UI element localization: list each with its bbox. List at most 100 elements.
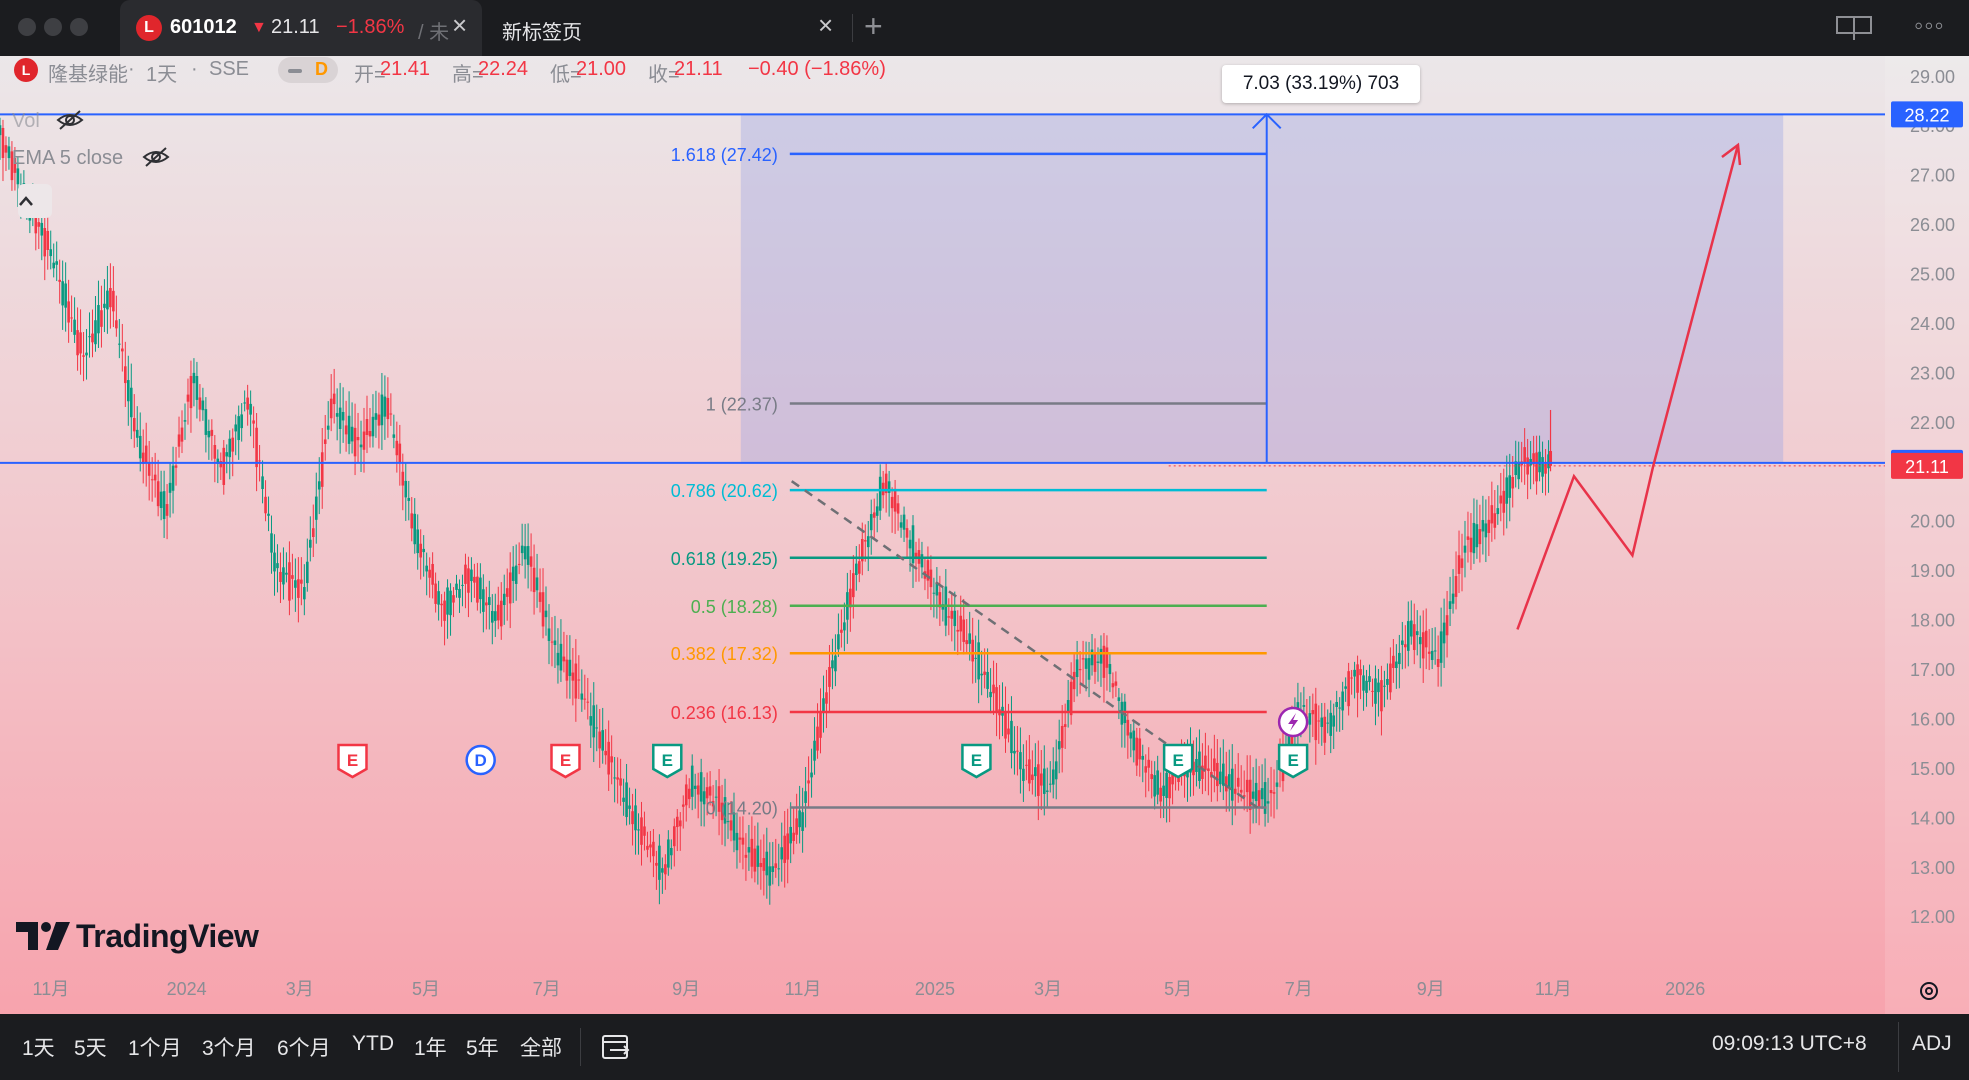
- candle-body: [855, 563, 858, 576]
- market-status-pill[interactable]: [278, 57, 338, 83]
- candle-body: [604, 750, 607, 756]
- legend-separator: ·: [128, 58, 135, 80]
- range-button[interactable]: 5天: [74, 1037, 107, 1060]
- range-button[interactable]: 6个月: [277, 1037, 331, 1060]
- candle-body: [1430, 650, 1434, 661]
- candle-body: [422, 548, 425, 553]
- y-axis-tick-label: 13.00: [1910, 858, 1955, 878]
- adjust-toggle[interactable]: ADJ: [1912, 1032, 1952, 1055]
- x-axis-tick-label: 9月: [672, 979, 700, 999]
- minimize-window-control[interactable]: [44, 18, 62, 36]
- candle-body: [908, 539, 912, 549]
- candle-body: [786, 833, 789, 860]
- y-axis-tick-label: 16.00: [1910, 709, 1955, 729]
- chart-background: [0, 56, 1969, 1016]
- candle-body: [85, 352, 88, 356]
- candle-body: [1090, 649, 1094, 666]
- tab-new[interactable]: 新标签页 ×: [482, 0, 852, 56]
- legend-symbol-name[interactable]: 隆基绿能: [48, 64, 128, 86]
- price-chart-svg[interactable]: 1.618 (27.42) 1 (22.37) 0.786 (20.62) 0.618…: [0, 56, 1969, 1016]
- hidden-eye-icon[interactable]: [56, 108, 84, 132]
- earnings-event-icon[interactable]: [1162, 743, 1194, 779]
- candle-body: [362, 431, 366, 450]
- candle-body: [1418, 637, 1422, 645]
- candle-body: [1144, 766, 1148, 773]
- data-badge: D: [315, 59, 328, 79]
- tab-active-601012[interactable]: L 601012 ▼ 21.11 −1.86% / 未 ×: [120, 0, 482, 56]
- candle-body: [1195, 759, 1198, 772]
- candle-body: [326, 425, 330, 430]
- candle-body: [819, 711, 822, 738]
- event-letter: E: [1287, 751, 1298, 770]
- measure-label[interactable]: 7.03 (33.19%) 703: [1222, 65, 1420, 103]
- candle-body: [434, 583, 437, 604]
- range-button[interactable]: 全部: [520, 1037, 562, 1060]
- fib-level-label: 0.5 (18.28): [691, 597, 778, 617]
- chevron-up-icon: [19, 196, 33, 206]
- candle-body: [165, 504, 169, 516]
- date-range-calendar-icon[interactable]: [600, 1030, 632, 1062]
- zoom-window-control[interactable]: [70, 18, 88, 36]
- fib-level-label: 0.786 (20.62): [671, 481, 778, 501]
- candle-body: [446, 587, 449, 615]
- close-window-control[interactable]: [18, 18, 36, 36]
- candle-body: [1159, 787, 1162, 802]
- chart-pane[interactable]: 1.618 (27.42) 1 (22.37) 0.786 (20.62) 0.618…: [0, 56, 1969, 1016]
- candle-body: [1329, 712, 1333, 736]
- candle-body: [992, 684, 995, 694]
- price-tag[interactable]: [1891, 452, 1963, 479]
- candle-body: [1045, 790, 1049, 792]
- price-tag[interactable]: [1891, 101, 1963, 128]
- earnings-event-icon[interactable]: [550, 743, 581, 779]
- projection-path[interactable]: [1516, 144, 1740, 630]
- candle-body: [658, 845, 661, 880]
- measure-range-box[interactable]: [740, 114, 1784, 463]
- more-options-icon[interactable]: ◦◦◦: [1914, 10, 1945, 40]
- candle-body: [1132, 730, 1136, 751]
- legend-exchange[interactable]: SSE: [209, 58, 250, 80]
- candle-body: [562, 656, 566, 662]
- y-axis-tick-label: 18.00: [1910, 611, 1955, 631]
- add-tab-icon[interactable]: +: [864, 8, 883, 44]
- candle-body: [10, 151, 14, 181]
- layout-icon[interactable]: [1836, 14, 1872, 42]
- range-button[interactable]: YTD: [352, 1032, 394, 1055]
- candle-body: [88, 336, 91, 338]
- candle-body: [661, 868, 664, 873]
- y-axis-tick-label: 23.00: [1910, 363, 1955, 383]
- dividend-event-icon[interactable]: [465, 744, 496, 776]
- candle-body: [273, 552, 276, 572]
- candle-body: [896, 503, 900, 514]
- range-button[interactable]: 5年: [466, 1037, 499, 1060]
- range-button[interactable]: 1年: [414, 1037, 447, 1060]
- close-tab-icon[interactable]: ×: [452, 10, 468, 40]
- candle-body: [890, 496, 894, 509]
- close-tab-icon[interactable]: ×: [818, 10, 834, 40]
- earnings-event-icon[interactable]: [337, 743, 368, 779]
- candle-body: [1201, 765, 1204, 779]
- candle-body: [747, 847, 751, 853]
- candle-body: [1332, 715, 1336, 727]
- legend-interval[interactable]: 1天: [146, 64, 178, 86]
- candle-body: [267, 513, 270, 516]
- collapse-legend-button[interactable]: [18, 184, 52, 218]
- candle-body: [204, 409, 208, 435]
- ema-indicator-label[interactable]: EMA 5 close: [12, 147, 124, 169]
- gear-icon[interactable]: [1916, 978, 1942, 1004]
- earnings-event-icon[interactable]: [1277, 743, 1309, 779]
- candle-body: [359, 444, 363, 448]
- candle-body: [995, 687, 998, 712]
- earnings-event-icon[interactable]: [652, 743, 683, 779]
- volume-indicator-label[interactable]: Vol: [12, 110, 40, 132]
- hidden-eye-icon[interactable]: [142, 145, 170, 169]
- candle-body: [511, 566, 515, 581]
- candle-body: [121, 348, 124, 352]
- range-button[interactable]: 1天: [22, 1037, 55, 1060]
- candle-body: [693, 785, 697, 789]
- earnings-event-icon[interactable]: [961, 743, 992, 779]
- range-button[interactable]: 1个月: [128, 1037, 182, 1060]
- price-axis-area: [1885, 56, 1969, 1016]
- range-button[interactable]: 3个月: [202, 1037, 256, 1060]
- candle-body: [631, 811, 634, 825]
- clock-time[interactable]: 09:09:13 UTC+8: [1712, 1032, 1867, 1055]
